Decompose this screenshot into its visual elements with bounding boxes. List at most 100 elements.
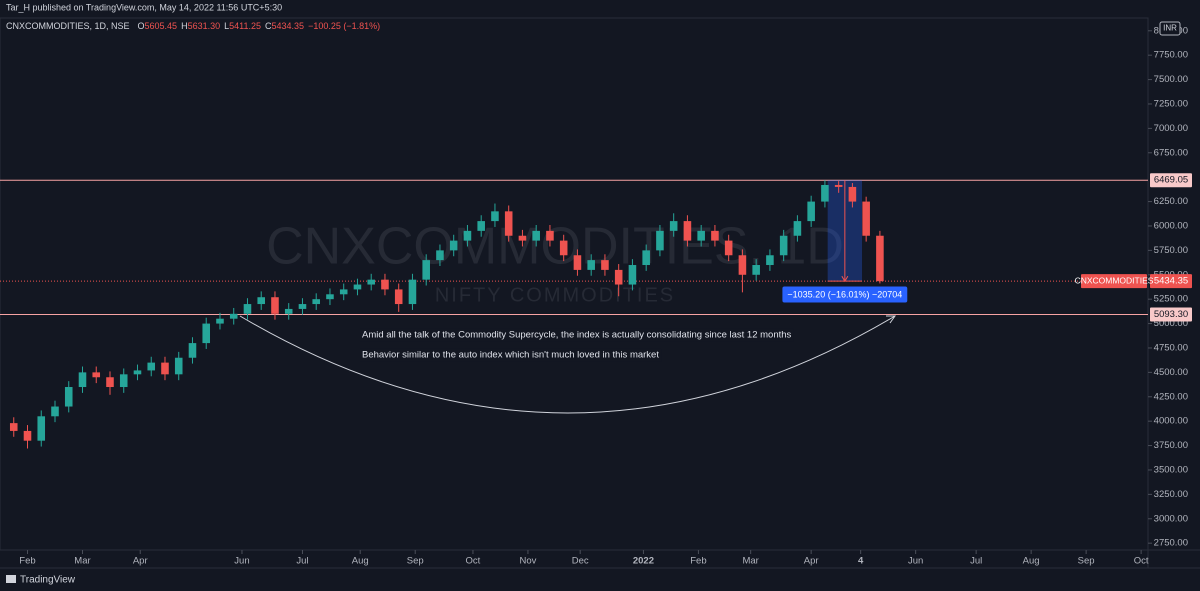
y-tick-label: 6250.00 [1154, 196, 1188, 207]
candle-body [216, 318, 224, 324]
candle-body [119, 374, 128, 388]
y-tick-label: 4000.00 [1154, 416, 1188, 427]
candle-body [92, 372, 101, 378]
candle-body [779, 235, 788, 256]
level-label: 5093.30 [1154, 309, 1188, 320]
arc-annotation [239, 315, 896, 414]
candle-body [656, 230, 664, 251]
y-tick-label: 4500.00 [1154, 367, 1188, 378]
candle-body [683, 221, 692, 241]
candle-body [326, 294, 334, 300]
candle-body [559, 240, 568, 256]
candle-body [78, 372, 87, 388]
y-tick-label: 4750.00 [1154, 342, 1188, 353]
ohlc-label: C [265, 21, 272, 31]
candle-body [491, 211, 499, 222]
currency-box [1159, 21, 1181, 36]
candle-body [188, 343, 197, 358]
candle-body [202, 323, 211, 344]
candle-body [37, 416, 46, 441]
watermark-subtitle: NIFTY COMMODITIES [435, 284, 675, 306]
candle-body [394, 289, 403, 305]
currency: INR [1163, 24, 1177, 33]
symbol-tag-box [1081, 274, 1147, 289]
candle-body [23, 430, 32, 441]
symbol-tag: CNXCOMMODITIES [1075, 275, 1154, 285]
y-tick-label: 3000.00 [1154, 513, 1188, 524]
candle-body [367, 279, 375, 285]
candle-body [298, 304, 307, 309]
watermark: CNXCOMMODITIES, 1D [266, 218, 844, 276]
x-tick-label: Mar [74, 556, 90, 567]
candle-body [174, 357, 183, 375]
candle-body [697, 230, 705, 241]
candle-body [834, 184, 843, 187]
last-price-box [1150, 274, 1192, 289]
y-tick-label: 6000.00 [1154, 220, 1188, 231]
y-tick-label: 5000.00 [1154, 318, 1188, 329]
candle-body [642, 250, 650, 266]
ohlc-label: H [181, 21, 188, 31]
annotation-text: Amid all the talk of the Commodity Super… [362, 330, 792, 341]
candle-body [381, 279, 389, 290]
candle-body [738, 255, 747, 275]
candle-body [133, 370, 142, 375]
candle-body [518, 235, 527, 241]
x-tick-label: Dec [572, 556, 589, 567]
candle-body [669, 221, 678, 231]
measure-label-box [782, 286, 908, 303]
footer-logo: TradingView [6, 575, 76, 586]
y-tick-label: 3500.00 [1154, 464, 1188, 475]
y-tick-label: 7250.00 [1154, 98, 1188, 109]
change: −100.25 (−1.81%) [308, 21, 380, 31]
x-tick-label: Jun [234, 556, 249, 567]
candle-body [504, 211, 513, 236]
logo-icon [6, 575, 16, 583]
plot-frame [0, 17, 1149, 551]
symbol-legend: CNXCOMMODITIES, 1D, NSE O5605.45 H5631.30 L… [6, 21, 380, 31]
x-tick-label: 4 [858, 556, 864, 567]
candle-body [848, 186, 857, 202]
annotation-backdrop [360, 348, 662, 362]
candle-body [532, 230, 540, 241]
candle-body [271, 297, 279, 314]
candle-body [161, 362, 169, 375]
candle-body [353, 284, 362, 290]
candle-body [408, 279, 417, 305]
last-price-label: 5434.35 [1154, 276, 1188, 287]
candle-body [436, 250, 444, 261]
x-tick-label: Mar [742, 556, 758, 567]
y-tick-label: 3250.00 [1154, 489, 1188, 500]
x-tick-label: Sep [407, 556, 424, 567]
x-tick-label: Feb [19, 556, 35, 567]
annotation-text: Behavior similar to the auto index which… [362, 350, 659, 361]
candle-body [422, 260, 430, 280]
y-tick-label: 2750.00 [1154, 538, 1188, 549]
candle-body [807, 201, 815, 222]
ohlc-value: 5631.30 [188, 21, 221, 31]
y-tick-label: 7000.00 [1154, 123, 1188, 134]
candle-body [64, 387, 73, 407]
candle-body [147, 362, 156, 371]
x-tick-label: Oct [1134, 556, 1149, 567]
y-tick-label: 6750.00 [1154, 147, 1188, 158]
candle-body [587, 260, 595, 270]
candle-body [51, 406, 59, 417]
y-tick-label: 5750.00 [1154, 245, 1188, 256]
x-tick-label: Oct [466, 556, 481, 567]
ohlc-value: 5605.45 [145, 21, 178, 31]
candle-body [477, 221, 485, 231]
x-tick-label: Apr [133, 556, 148, 567]
level-label-box [1150, 173, 1192, 188]
candle-body [821, 184, 829, 202]
candle-body [793, 221, 802, 236]
candle-body [724, 240, 733, 256]
candle-body [339, 289, 348, 295]
candle-body [284, 308, 293, 314]
level-label: 6469.05 [1154, 175, 1188, 186]
candle-body [463, 230, 472, 241]
candle-body [106, 377, 114, 388]
x-tick-label: Sep [1078, 556, 1095, 567]
annotation-backdrop [360, 328, 794, 342]
